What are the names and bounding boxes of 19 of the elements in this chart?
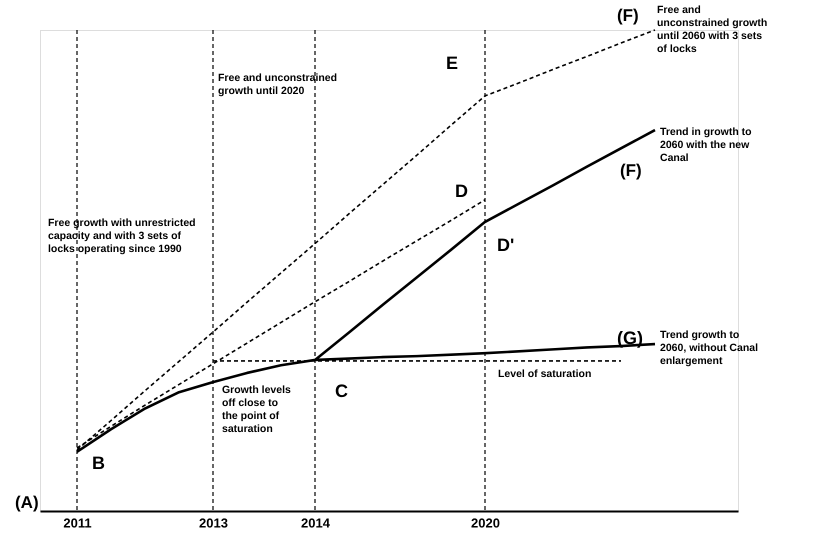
- annotation: Growth levels off close to the point of saturation: [222, 384, 292, 435]
- x-tick-label: 2011: [63, 516, 92, 530]
- x-tick-label: 2014: [301, 516, 331, 530]
- annotation: Trend growth to 2060, without Canal enlargement: [660, 329, 758, 367]
- x-tick-label: 2013: [199, 516, 228, 530]
- annotation: Free and unconstrained growth until 2020: [218, 72, 338, 97]
- annotation: Level of saturation: [498, 368, 592, 380]
- annotation: D': [497, 234, 514, 255]
- annotation: C: [335, 380, 348, 401]
- annotation: Free and unconstrained growth until 2060 with 3 sets of locks: [657, 4, 768, 55]
- annotation: (F): [620, 161, 642, 180]
- annotation: E: [446, 52, 458, 73]
- annotation: Trend in growth to 2060 with the new Canal: [660, 126, 752, 164]
- x-tick-label: 2020: [471, 516, 500, 530]
- annotation: D: [455, 180, 468, 201]
- text: (F): [617, 6, 639, 25]
- text: (A): [15, 493, 39, 512]
- annotation: Free growth with unrestricted capacity and with 3 sets of locks operating since 1990: [48, 217, 196, 255]
- annotation: B: [92, 452, 105, 473]
